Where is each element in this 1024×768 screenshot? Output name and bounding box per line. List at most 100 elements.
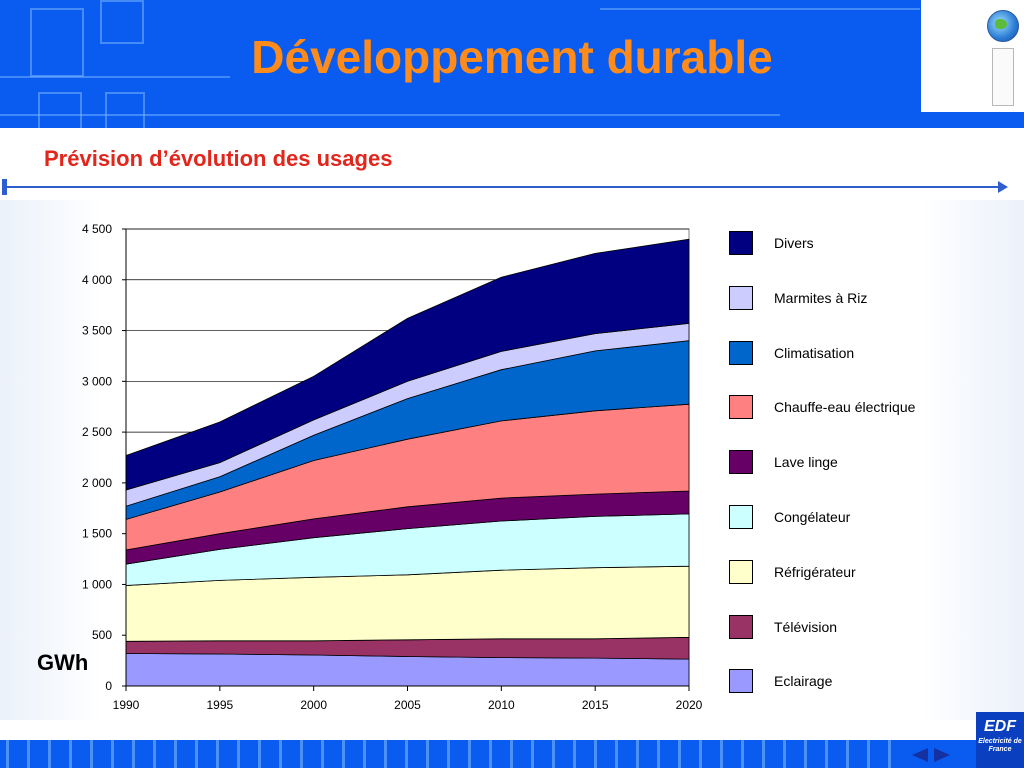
footer-decoration (426, 740, 429, 768)
footer-decoration (27, 740, 30, 768)
y-tick-label: 3 500 (82, 324, 112, 338)
footer-decoration (846, 740, 849, 768)
legend-label: Divers (774, 235, 814, 251)
x-tick-label: 2015 (582, 698, 609, 712)
footer-decoration (741, 740, 744, 768)
header-decoration (600, 8, 920, 10)
edf-logo-subtext: Electricité de France (978, 738, 1022, 753)
footer-decoration (132, 740, 135, 768)
y-tick-label: 1 500 (82, 527, 112, 541)
legend-swatch (729, 614, 753, 639)
footer-decoration (489, 740, 492, 768)
footer-decoration (762, 740, 765, 768)
y-tick-label: 2 500 (82, 425, 112, 439)
footer-decoration (636, 740, 639, 768)
footer-decoration (888, 740, 891, 768)
legend-label: Chauffe-eau électrique (774, 399, 916, 416)
footer-decoration (699, 740, 702, 768)
footer-decoration (468, 740, 471, 768)
footer-decoration (573, 740, 576, 768)
globe-icon (987, 10, 1019, 42)
slide-header: Développement durable (0, 0, 1024, 128)
stacked-area-chart: 0 500 1 000 1 500 2 000 2 500 3 000 3 500 4 000 4… (82, 222, 703, 712)
footer-decoration (720, 740, 723, 768)
legend-label: Télévision (774, 618, 838, 635)
footer-decoration (867, 740, 870, 768)
header-decoration (100, 0, 144, 44)
previous-arrow-icon[interactable] (912, 748, 928, 762)
footer-decoration (783, 740, 786, 768)
legend-swatch (729, 340, 753, 365)
footer-decoration (195, 740, 198, 768)
legend-label: Eclairage (774, 673, 833, 690)
slide-subtitle: Prévision d’évolution des usages (44, 146, 393, 171)
footer-decoration (594, 740, 597, 768)
x-tick-label: 1990 (113, 698, 140, 712)
document-icon (992, 48, 1014, 106)
y-tick-label: 1 000 (82, 577, 112, 591)
next-arrow-icon[interactable] (934, 748, 950, 762)
legend-label: Congélateur (774, 509, 851, 525)
legend-swatch (729, 559, 753, 584)
footer-decoration (657, 740, 660, 768)
page-title: Développement durable (251, 31, 773, 83)
footer-decoration (6, 740, 9, 768)
header-decoration (105, 92, 145, 128)
footer-decoration (405, 740, 408, 768)
y-tick-label: 2 000 (82, 476, 112, 490)
footer-decoration (447, 740, 450, 768)
footer-decoration (510, 740, 513, 768)
footer-decoration (216, 740, 219, 768)
footer-decoration (279, 740, 282, 768)
footer-decoration (237, 740, 240, 768)
legend-swatch (729, 505, 753, 529)
divider-arrow-icon (998, 181, 1008, 193)
header-decoration (0, 114, 780, 116)
y-tick-label: 3 000 (82, 374, 112, 388)
footer-decoration (342, 740, 345, 768)
footer-decoration (552, 740, 555, 768)
legend-swatch (729, 395, 753, 420)
footer-decoration (678, 740, 681, 768)
footer-decoration (111, 740, 114, 768)
edf-logo-text: EDF (984, 718, 1016, 735)
chart-axes: 0 500 1 000 1 500 2 000 2 500 3 000 3 500 4 000 4… (82, 222, 703, 712)
legend-label: Réfrigérateur (774, 563, 856, 580)
footer-decoration (69, 740, 72, 768)
legend-label: Climatisation (774, 344, 855, 361)
footer-decoration (321, 740, 324, 768)
y-tick-label: 0 (105, 679, 112, 693)
legend-swatch (729, 669, 753, 694)
edf-logo: EDF Electricité de France (976, 712, 1024, 768)
footer-decoration (825, 740, 828, 768)
legend-label: Lave linge (774, 454, 838, 471)
footer-decoration (531, 740, 534, 768)
y-tick-label: 4 500 (82, 222, 112, 236)
y-tick-label: 500 (92, 628, 112, 642)
area-series-divers (125, 238, 690, 491)
header-decoration (38, 92, 82, 128)
footer-decoration (258, 740, 261, 768)
legend-label: Marmites à Riz (774, 289, 868, 306)
y-tick-label: 4 000 (82, 273, 112, 287)
x-tick-label: 2020 (676, 698, 703, 712)
legend-swatch (729, 231, 753, 255)
footer-decoration (363, 740, 366, 768)
footer-decoration (48, 740, 51, 768)
x-tick-label: 2005 (394, 698, 421, 712)
footer-decoration (153, 740, 156, 768)
area-series (125, 238, 690, 687)
x-tick-label: 2000 (300, 698, 327, 712)
header-decoration (0, 76, 230, 78)
x-tick-label: 1995 (206, 698, 233, 712)
footer-decoration (90, 740, 93, 768)
slide-footer (0, 740, 1024, 768)
divider-arrow-tail (2, 179, 7, 195)
divider-arrow-line (6, 186, 1000, 188)
footer-decoration (300, 740, 303, 768)
footer-decoration (804, 740, 807, 768)
footer-decoration (384, 740, 387, 768)
x-tick-label: 2010 (488, 698, 515, 712)
footer-decoration (174, 740, 177, 768)
y-axis-unit-label: GWh (37, 650, 89, 675)
